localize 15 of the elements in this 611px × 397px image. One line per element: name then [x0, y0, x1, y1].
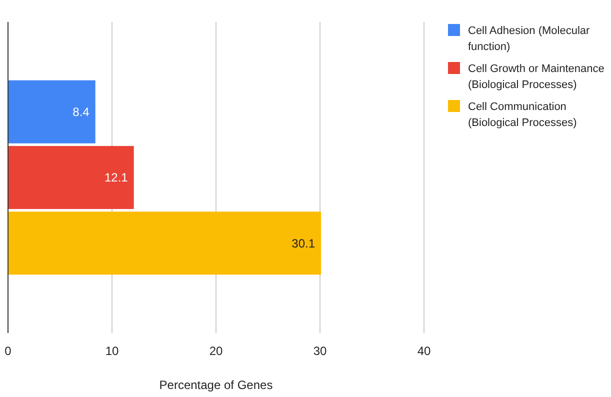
bar: [8, 146, 134, 210]
x-tick-label: 40: [417, 344, 431, 358]
x-tick-label: 30: [313, 344, 327, 358]
bar: [8, 80, 96, 144]
x-axis-title: Percentage of Genes: [159, 378, 273, 392]
legend-label: Cell Communication (Biological Processes): [468, 101, 577, 129]
legend-label: Cell Adhesion (Molecular function): [468, 25, 590, 53]
x-tick-label: 0: [4, 344, 12, 358]
legend-label: Cell Growth or Maintenance (Biological Processes): [468, 63, 604, 91]
data-label: 12.1: [104, 170, 128, 185]
bar: [8, 212, 322, 275]
data-label: 30.1: [292, 236, 316, 250]
x-tick-label: 20: [209, 344, 223, 358]
x-tick-label: 10: [105, 344, 119, 358]
data-label: 8.4: [72, 105, 90, 120]
